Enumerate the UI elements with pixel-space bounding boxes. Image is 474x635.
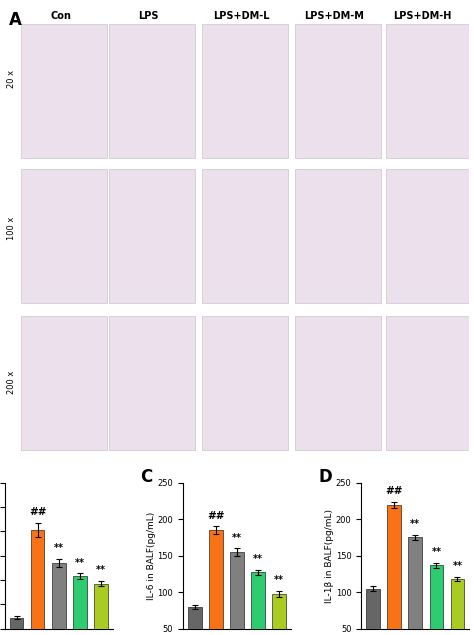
Text: LPS+DM-L: LPS+DM-L	[213, 11, 270, 21]
Text: **: **	[410, 519, 420, 529]
Text: D: D	[318, 468, 332, 486]
Bar	[273, 594, 286, 635]
Bar	[188, 607, 201, 635]
Bar	[386, 169, 472, 303]
Bar	[21, 24, 107, 158]
Bar	[202, 316, 288, 450]
Bar	[21, 316, 107, 450]
Y-axis label: IL-1β in BALF(pg/mL): IL-1β in BALF(pg/mL)	[325, 509, 334, 603]
Text: ##: ##	[29, 507, 46, 517]
Bar	[295, 316, 381, 450]
Text: 20 x: 20 x	[7, 70, 16, 88]
Text: 200 x: 200 x	[7, 370, 16, 394]
Text: **: **	[96, 565, 106, 575]
Bar	[295, 169, 381, 303]
Text: **: **	[274, 575, 284, 585]
Bar	[429, 565, 443, 635]
Bar	[387, 505, 401, 635]
Bar	[31, 530, 45, 629]
Text: **: **	[75, 558, 85, 568]
Text: 100 x: 100 x	[7, 217, 16, 240]
Bar	[209, 530, 223, 635]
Bar	[52, 563, 65, 629]
Bar	[109, 169, 195, 303]
Bar	[366, 589, 380, 635]
Bar	[73, 577, 87, 629]
Y-axis label: IL-6 in BALF(pg/mL): IL-6 in BALF(pg/mL)	[147, 512, 156, 600]
Text: **: **	[431, 547, 441, 557]
Bar	[202, 169, 288, 303]
Text: **: **	[232, 533, 242, 542]
Text: **: **	[54, 544, 64, 554]
Bar	[451, 579, 465, 635]
Text: **: **	[253, 554, 263, 564]
Bar	[94, 584, 108, 629]
Bar	[9, 618, 23, 629]
Bar	[386, 24, 472, 158]
Text: **: **	[453, 561, 463, 571]
Bar	[230, 552, 244, 635]
Bar	[386, 316, 472, 450]
Bar	[295, 24, 381, 158]
Text: ##: ##	[207, 511, 225, 521]
Bar	[109, 316, 195, 450]
Text: LPS: LPS	[138, 11, 159, 21]
Text: Con: Con	[50, 11, 71, 21]
Bar	[409, 537, 422, 635]
Text: A: A	[9, 11, 22, 29]
Bar	[109, 24, 195, 158]
Text: ##: ##	[385, 486, 403, 496]
Text: C: C	[140, 468, 152, 486]
Bar	[251, 573, 265, 635]
Bar	[21, 169, 107, 303]
Text: LPS+DM-M: LPS+DM-M	[305, 11, 365, 21]
Bar	[202, 24, 288, 158]
Text: LPS+DM-H: LPS+DM-H	[393, 11, 452, 21]
